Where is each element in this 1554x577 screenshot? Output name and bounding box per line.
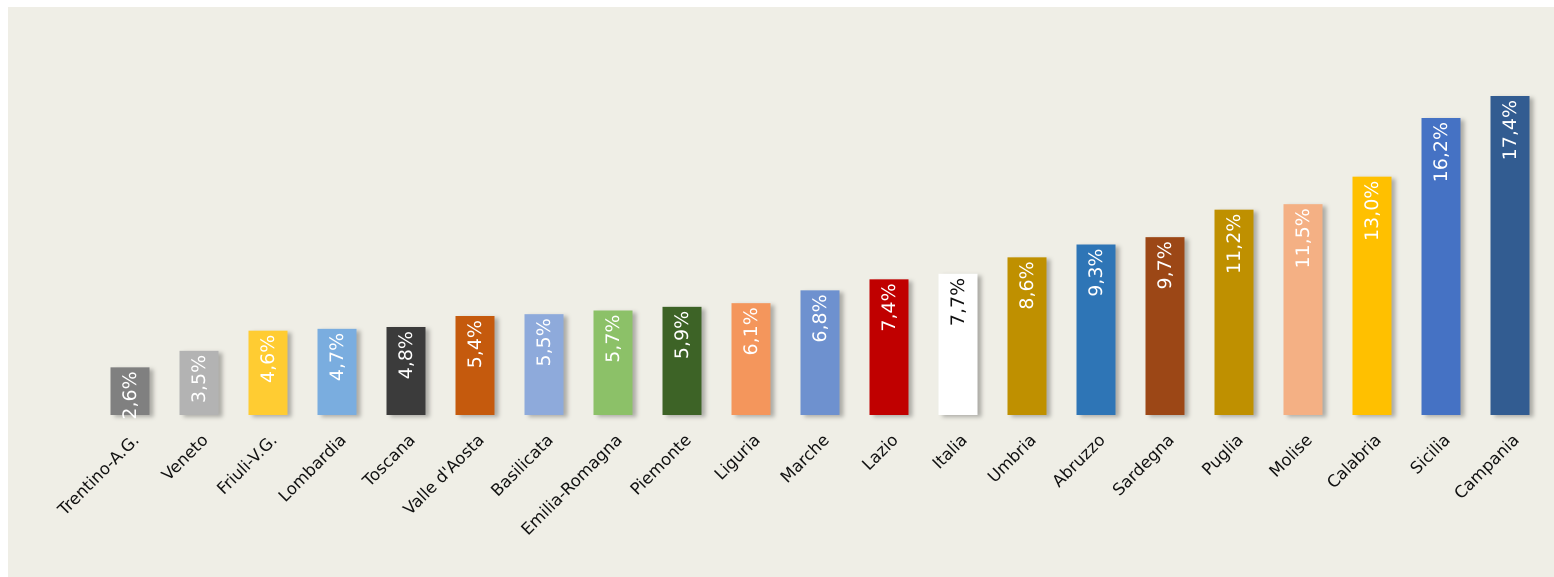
bar-lazio — [869, 279, 909, 415]
bar-lombardia — [317, 328, 357, 415]
value-label: 5,4% — [464, 320, 486, 368]
category-label: Puglia — [1198, 430, 1247, 479]
bar-sardegna — [1145, 237, 1185, 415]
bar-sicilia — [1421, 118, 1461, 415]
value-label: 5,7% — [602, 315, 624, 363]
category-label: Trentino-A.G. — [53, 430, 142, 519]
value-label: 11,2% — [1223, 214, 1245, 274]
category-label: Umbria — [984, 430, 1040, 486]
bar-puglia — [1214, 209, 1254, 415]
category-label: Calabria — [1323, 430, 1385, 492]
value-label: 9,3% — [1085, 249, 1107, 297]
bar-campania — [1490, 96, 1530, 415]
value-label: 5,5% — [533, 318, 555, 366]
value-label: 17,4% — [1499, 100, 1521, 160]
bar-trentino-a-g- — [110, 367, 150, 415]
bar-molise — [1283, 204, 1323, 415]
bar-basilicata — [524, 314, 564, 415]
value-label: 16,2% — [1430, 122, 1452, 182]
bar-emilia-romagna — [593, 310, 633, 415]
value-label: 9,7% — [1154, 241, 1176, 289]
value-label: 4,6% — [257, 335, 279, 383]
bars-layer — [110, 96, 1530, 415]
value-label: 11,5% — [1292, 208, 1314, 268]
category-label: Lombardia — [275, 430, 350, 505]
bar-liguria — [731, 303, 771, 415]
value-label: 6,1% — [740, 307, 762, 355]
category-label: Friuli-V.G. — [213, 430, 281, 498]
value-label: 6,8% — [809, 294, 831, 342]
bar-veneto — [179, 350, 219, 415]
category-label: Italia — [929, 430, 971, 472]
category-label: Veneto — [158, 430, 212, 484]
category-label: Sardegna — [1109, 430, 1178, 499]
category-label: Sicilia — [1406, 430, 1453, 477]
value-label: 7,4% — [878, 283, 900, 331]
value-label: 8,6% — [1016, 261, 1038, 309]
bar-piemonte — [662, 306, 702, 415]
category-label: Lazio — [858, 430, 902, 474]
category-label: Marche — [777, 430, 833, 486]
value-labels-layer: 2,6% 3,5% 4,6% 4,7% 4,8% 5,4% 5,5% 5,7% 5,9% 6,1%… — [119, 100, 1521, 420]
category-label: Toscana — [358, 430, 419, 491]
bar-calabria — [1352, 176, 1392, 415]
bar-friuli-v-g- — [248, 330, 288, 415]
bar-toscana — [386, 327, 426, 415]
category-label: Piemonte — [627, 430, 695, 498]
category-label: Abruzzo — [1048, 430, 1108, 490]
value-label: 2,6% — [119, 371, 141, 419]
value-label: 7,7% — [947, 278, 969, 326]
value-label: 4,8% — [395, 331, 417, 379]
bar-chart: 2,6% 3,5% 4,6% 4,7% 4,8% 5,4% 5,5% 5,7% 5,9% 6,1%… — [53, 96, 1530, 539]
value-label: 13,0% — [1361, 181, 1383, 241]
category-label: Basilicata — [487, 430, 557, 500]
bar-valle-d-aosta — [455, 316, 495, 415]
bar-italia — [938, 273, 978, 415]
value-label: 3,5% — [188, 355, 210, 403]
category-labels-layer: Trentino-A.G. Veneto Friuli-V.G.Lombardia T… — [53, 430, 1522, 538]
category-label: Molise — [1265, 430, 1315, 480]
category-label: Liguria — [711, 430, 764, 483]
value-label: 5,9% — [671, 311, 693, 359]
bar-abruzzo — [1076, 244, 1116, 415]
value-label: 4,7% — [326, 333, 348, 381]
category-label: Campania — [1450, 430, 1522, 502]
bar-umbria — [1007, 257, 1047, 415]
bar-marche — [800, 290, 840, 415]
chart-area: 2,6% 3,5% 4,6% 4,7% 4,8% 5,4% 5,5% 5,7% 5,9% 6,1%… — [8, 7, 1554, 577]
